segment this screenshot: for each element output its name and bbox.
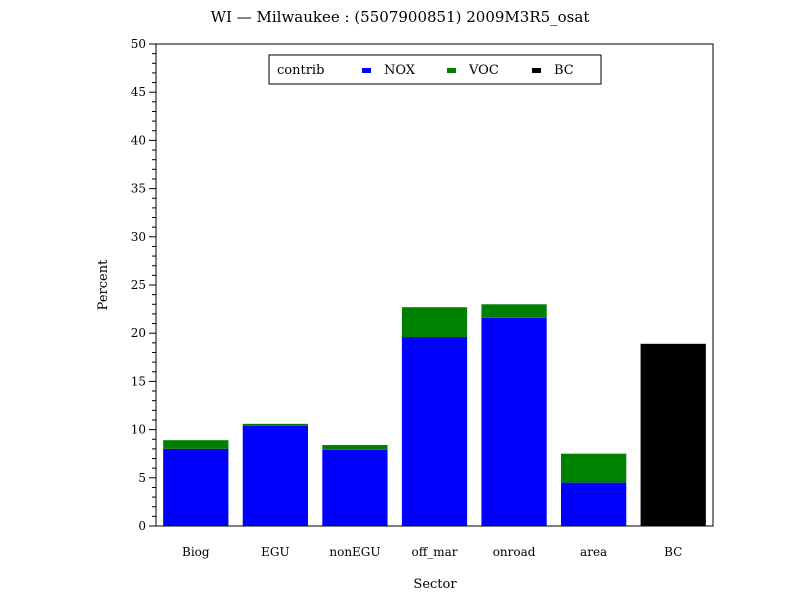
bar-voc-biog	[163, 440, 229, 449]
bar-nox-nonegu	[322, 449, 388, 526]
legend-label-voc: VOC	[468, 63, 499, 78]
x-tick-label: off_mar	[411, 545, 457, 559]
bar-bc-bc	[640, 343, 706, 526]
plot-frame	[155, 43, 714, 527]
y-axis-label: Percent	[96, 259, 111, 310]
y-tick-label: 35	[131, 182, 146, 196]
bar-nox-area	[561, 482, 627, 526]
legend-items: NOX VOC BC	[362, 63, 574, 78]
legend-title: contrib	[277, 63, 324, 78]
bar-voc-area	[561, 453, 627, 483]
y-axis: 0 5 10 15 20 25 30 35 40 45 50	[131, 37, 156, 533]
x-tick-label: EGU	[261, 545, 289, 559]
y-tick-label: 20	[131, 326, 146, 340]
bar-nox-biog	[163, 448, 229, 526]
y-tick-label: 45	[131, 85, 146, 99]
y-tick-label: 10	[131, 423, 146, 437]
legend-label-nox: NOX	[384, 63, 416, 78]
bar-voc-nonegu	[322, 445, 388, 450]
bar-voc-off_mar	[401, 307, 468, 338]
bar-nox-off_mar	[401, 337, 468, 526]
bar-voc-egu	[242, 423, 308, 426]
legend-label-bc: BC	[554, 63, 574, 78]
x-tick-label: Biog	[182, 545, 210, 559]
y-tick-label: 50	[131, 37, 146, 51]
y-tick-label: 0	[138, 519, 146, 533]
y-tick-label: 30	[131, 230, 146, 244]
y-tick-label: 25	[131, 278, 146, 292]
x-axis: Biog EGU nonEGU off_mar onroad area BC	[182, 545, 682, 559]
legend-swatch-bc	[532, 68, 541, 73]
bars-group	[163, 304, 706, 526]
x-axis-label: Sector	[413, 577, 457, 592]
legend-swatch-nox	[362, 68, 371, 73]
legend: contrib NOX VOC BC	[268, 54, 602, 85]
chart-title: WI — Milwaukee : (5507900851) 2009M3R5_o…	[211, 8, 590, 26]
legend-swatch-voc	[447, 68, 456, 73]
y-tick-label: 5	[138, 471, 146, 485]
bar-voc-onroad	[481, 304, 547, 318]
x-tick-label: onroad	[493, 545, 536, 559]
bar-nox-egu	[242, 425, 308, 526]
y-tick-label: 15	[131, 374, 146, 388]
legend-box	[268, 54, 602, 85]
x-tick-label: BC	[664, 545, 682, 559]
x-tick-label: nonEGU	[329, 545, 380, 559]
bar-nox-onroad	[481, 317, 547, 526]
y-tick-label: 40	[131, 133, 146, 147]
x-tick-label: area	[580, 545, 607, 559]
